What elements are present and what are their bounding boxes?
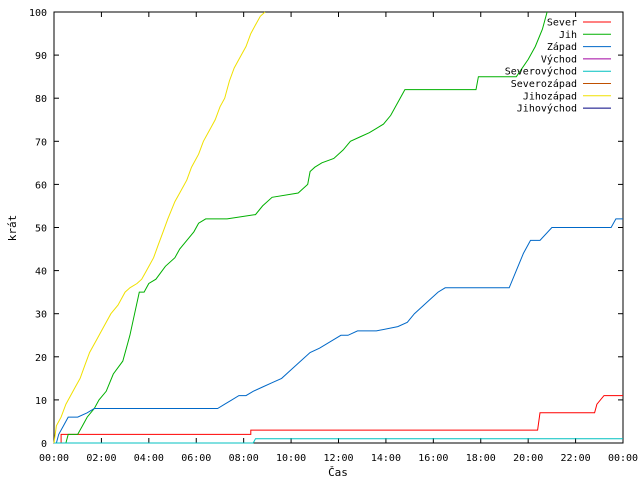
x-tick-label: 02:00 <box>86 453 116 464</box>
x-tick-label: 22:00 <box>561 453 591 464</box>
y-tick-label: 70 <box>35 137 47 148</box>
x-tick-label: 10:00 <box>276 453 306 464</box>
x-tick-label: 18:00 <box>466 453 496 464</box>
x-tick-label: 00:00 <box>608 453 638 464</box>
series-line-2 <box>54 218 623 444</box>
legend-label: Jihozápad <box>523 90 577 102</box>
legend: SeverJihZápadVýchodSeverovýchodSeverozáp… <box>505 18 611 115</box>
legend-label: Jih <box>559 30 577 41</box>
x-axis-label: Čas <box>328 466 348 479</box>
x-tick-label: 14:00 <box>371 453 401 464</box>
series-line-4 <box>54 438 623 444</box>
x-tick-label: 04:00 <box>134 453 164 464</box>
y-axis-label: krát <box>6 215 19 242</box>
x-tick-label: 12:00 <box>323 453 353 464</box>
x-tick-label: 16:00 <box>418 453 448 464</box>
legend-label: Sever <box>547 18 577 29</box>
series-lines <box>53 11 623 444</box>
y-tick-label: 40 <box>35 267 47 278</box>
series-line-1 <box>54 11 548 444</box>
legend-label: Západ <box>547 41 577 53</box>
y-tick-label: 50 <box>35 224 47 235</box>
x-tick-label: 06:00 <box>181 453 211 464</box>
series-line-0 <box>54 395 623 444</box>
x-tick-label: 08:00 <box>229 453 259 464</box>
series-line-6 <box>53 11 266 444</box>
legend-label: Východ <box>541 53 577 65</box>
y-tick-label: 90 <box>35 51 47 62</box>
legend-label: Severovýchod <box>505 66 577 78</box>
x-tick-label: 00:00 <box>39 453 69 464</box>
y-tick-label: 80 <box>35 94 47 105</box>
y-tick-label: 10 <box>35 396 47 407</box>
y-tick-label: 20 <box>35 353 47 364</box>
y-tick-label: 0 <box>41 439 47 450</box>
y-tick-label: 30 <box>35 310 47 321</box>
y-tick-label: 100 <box>29 8 47 19</box>
axis-ticks: 00:00 02:00 04:00 06:00 08:00 10:00 12:00 14:00… <box>29 8 638 464</box>
legend-label: Severozápad <box>511 78 577 90</box>
x-tick-label: 20:00 <box>513 453 543 464</box>
y-tick-label: 60 <box>35 180 47 191</box>
legend-label: Jihovýchod <box>517 103 577 115</box>
